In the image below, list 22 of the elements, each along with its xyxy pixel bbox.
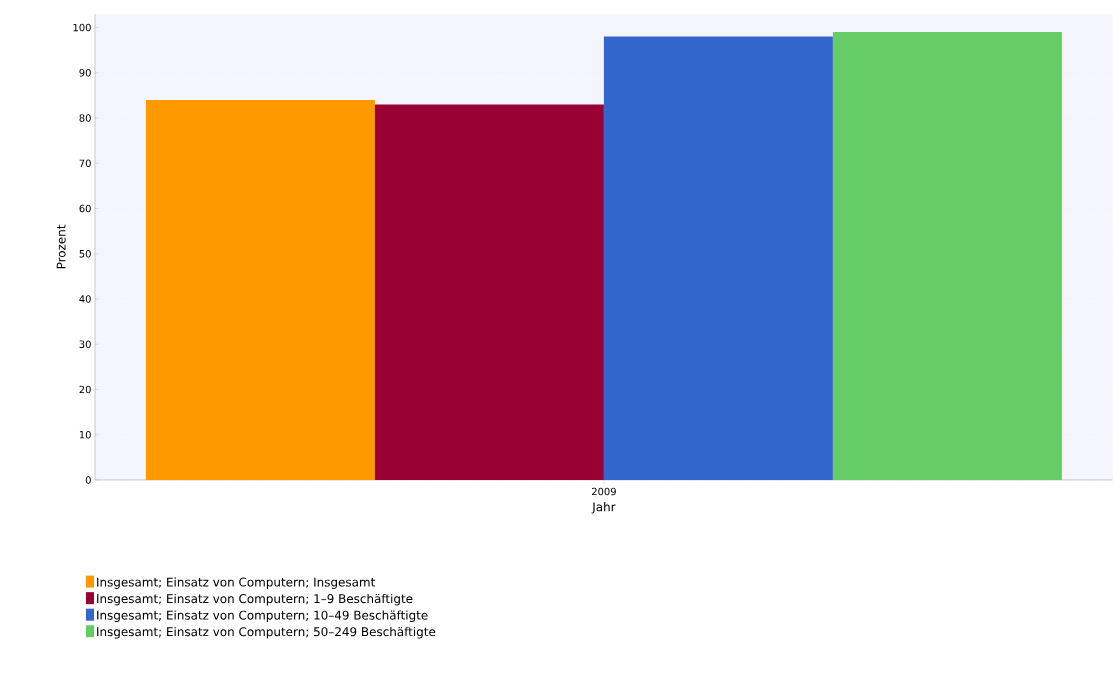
y-tick-label: 50 — [79, 250, 91, 258]
y-tick-label: 10 — [79, 430, 91, 439]
y-tick-label: 70 — [79, 159, 91, 168]
x-axis-title: Jahr — [591, 502, 616, 514]
legend-label: Insgesamt; Einsatz von Computern; 50–249 Beschäftigte — [97, 627, 436, 639]
legend-label: Insgesamt; Einsatz von Computern; 1–9 Beschäftigte — [97, 593, 413, 606]
bar — [374, 104, 604, 480]
x-tick-label: 2009 — [591, 487, 616, 496]
y-tick-label: 40 — [79, 295, 91, 303]
y-tick-label: 20 — [79, 385, 91, 394]
y-tick-label: 0 — [85, 476, 91, 484]
legend-label: Insgesamt; Einsatz von Computern; 10–49 Beschäftigte — [97, 610, 428, 623]
y-tick-label: 30 — [79, 340, 91, 349]
y-tick-label: 100 — [73, 23, 91, 32]
bar — [145, 99, 375, 480]
y-tick-label: 80 — [79, 114, 91, 122]
y-tick-label: 60 — [79, 204, 91, 213]
bar — [832, 32, 1062, 480]
y-tick-label: 90 — [79, 69, 91, 77]
legend-label: Insgesamt; Einsatz von Computern; Insgesamt — [97, 577, 375, 589]
y-axis-title: Prozent — [56, 224, 66, 269]
bar — [603, 36, 833, 480]
